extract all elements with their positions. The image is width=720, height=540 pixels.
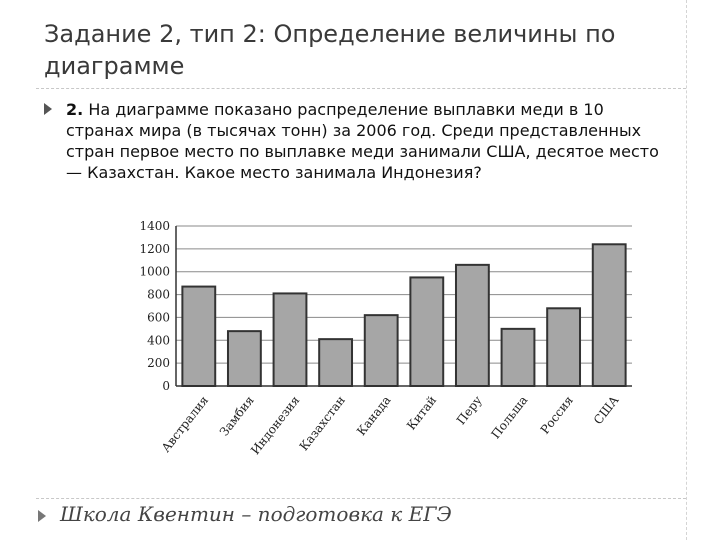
footer-arrow-icon <box>38 510 46 522</box>
task-text: 2. На диаграмме показано распределение в… <box>66 99 666 183</box>
y-tick-label: 200 <box>147 356 170 370</box>
y-tick-label: 1400 <box>139 219 170 233</box>
footer-divider <box>36 498 686 499</box>
x-tick-label: Замбия <box>217 393 257 438</box>
bar <box>318 338 354 388</box>
bar <box>454 263 490 388</box>
y-tick-label: 1200 <box>139 242 170 256</box>
x-tick-label: Канада <box>354 393 393 438</box>
x-tick-label: Австралия <box>159 393 211 455</box>
x-tick-label: Россия <box>538 393 576 437</box>
x-tick-label: Китай <box>404 393 439 432</box>
copper-chart: 0 200 400 600 800 1000 1200 1400 Австралия Замбия… <box>139 219 632 457</box>
slide-title: Задание 2, тип 2: Определение величины п… <box>44 20 616 80</box>
title-divider <box>36 88 686 89</box>
bar <box>409 276 445 387</box>
footer-text: Школа Квентин – подготовка к ЕГЭ <box>60 502 452 526</box>
bar <box>500 327 536 387</box>
x-tick-label: Перу <box>454 393 485 427</box>
y-tick-label: 600 <box>147 310 170 324</box>
x-tick-label: Индонезия <box>248 393 302 457</box>
chart-axes <box>175 226 632 387</box>
bar <box>363 314 399 387</box>
right-divider <box>686 0 687 540</box>
bar <box>546 307 582 387</box>
bar <box>226 330 262 388</box>
bar <box>181 285 217 387</box>
bar <box>272 292 308 387</box>
y-tick-label: 800 <box>147 288 170 302</box>
x-tick-label: Казахстан <box>297 393 348 453</box>
bar <box>591 243 627 387</box>
y-tick-label: 400 <box>147 333 170 347</box>
bullet-arrow-icon <box>44 103 52 115</box>
y-tick-label: 1000 <box>139 265 170 279</box>
task-number: 2. <box>66 100 84 119</box>
x-tick-label: США <box>591 393 622 427</box>
y-tick-label: 0 <box>162 379 170 393</box>
x-tick-label: Польша <box>488 393 530 441</box>
chart-bars <box>181 243 627 388</box>
task-body: На диаграмме показано распределение выпл… <box>66 100 659 182</box>
